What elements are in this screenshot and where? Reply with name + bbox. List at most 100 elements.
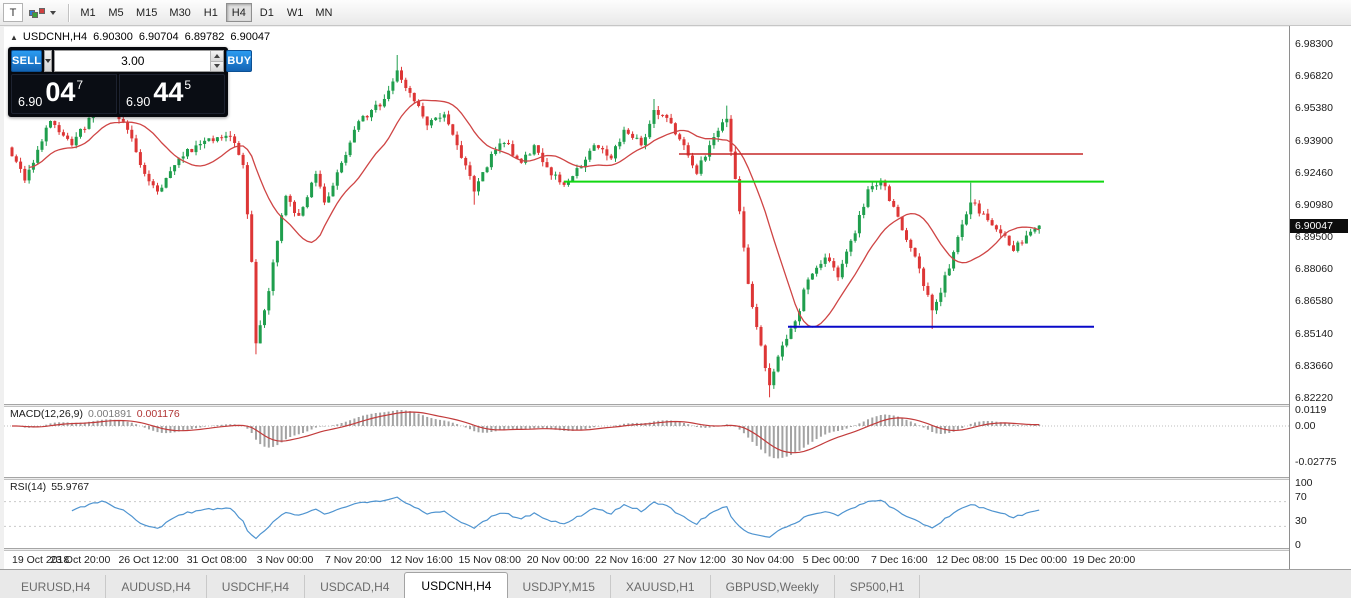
rsi-name: RSI(14) [10,481,47,493]
chart-tab-usdcad-h4[interactable]: USDCAD,H4 [305,575,406,598]
time-axis-label: 5 Dec 00:00 [802,554,860,566]
sell-price-display: 6.90 04 7 [11,74,117,114]
volume-field [54,50,225,72]
price-axis-label: 6.83660 [1295,359,1333,372]
time-axis-label: 22 Nov 16:00 [595,554,658,566]
rsi-axis-label: 30 [1295,515,1307,527]
trade-panel-controls: SELL BUY [11,50,253,72]
buy-button[interactable]: BUY [226,50,253,72]
chart-tab-audusd-h4[interactable]: AUDUSD,H4 [106,575,207,598]
candles-layer [10,55,1041,398]
text-tool-glyph: T [9,6,17,19]
chart-tab-sp500-h1[interactable]: SP500,H1 [835,575,921,598]
chart-tab-gbpusd-weekly[interactable]: GBPUSD,Weekly [711,575,835,598]
time-axis-label: 31 Oct 08:00 [186,554,247,566]
buy-price-big: 44 [153,77,184,107]
volume-decrease-button[interactable] [211,61,224,71]
time-axis-label: 7 Dec 16:00 [870,554,928,566]
chart-tab-usdcnh-h4[interactable]: USDCNH,H4 [404,572,509,598]
macd-value-1: 0.001891 [87,408,132,420]
price-axis[interactable]: 6.90047 6.98300 6.96820 6.95380 6.93900 6.92… [1289,26,1351,569]
macd-label: MACD(12,26,9) 0.001891 0.001176 [10,408,180,420]
trade-panel-quotes: 6.90 04 7 6.90 44 5 [11,74,225,114]
rsi-axis-label: 100 [1295,477,1313,489]
price-axis-label: 6.86580 [1295,295,1333,308]
timeframe-button-m15[interactable]: M15 [136,6,158,19]
time-axis-label: 26 Oct 12:00 [118,554,179,566]
sell-price-big: 04 [45,77,76,107]
timeframe-button-mn[interactable]: MN [315,6,333,19]
time-axis-label: 30 Nov 04:00 [731,554,794,566]
price-axis-label: 6.82220 [1295,391,1333,404]
time-axis[interactable]: 19 Oct 2018 23 Oct 20:00 26 Oct 12:00 31 Oc… [4,551,1289,569]
rsi-panel-canvas[interactable] [4,480,1289,548]
macd-signal-line [12,411,1040,454]
price-axis-label: 6.98300 [1295,38,1333,50]
timeframe-button-m30[interactable]: M30 [169,6,191,19]
timeframe-button-h1[interactable]: H1 [203,6,218,19]
moving-average-line [28,99,1040,328]
chart-tab-xauusd-h1[interactable]: XAUUSD,H1 [611,575,711,598]
chart-tab-usdchf-h4[interactable]: USDCHF,H4 [207,575,306,598]
price-axis-label: 6.85140 [1295,327,1333,340]
one-click-trade-panel: SELL BUY 6.90 04 7 6.90 44 5 [8,47,253,117]
time-axis-label: 12 Nov 16:00 [390,554,453,566]
volume-steppers [210,51,224,71]
panel-separator[interactable] [4,477,1349,480]
chart-symbol-title: USDCNH,H4 [22,31,88,43]
time-axis-label: 15 Nov 08:00 [458,554,521,566]
timeframe-button-m5[interactable]: M5 [108,6,124,19]
timeframe-button-d1[interactable]: D1 [259,6,274,19]
top-toolbar: T M1 M5 M15 M30 H1 H4 D1 W1 MN [0,0,1351,26]
time-axis-label: 19 Oct 2018 [12,554,70,566]
time-axis-label: 3 Nov 00:00 [256,554,314,566]
chevron-down-icon [45,59,52,63]
palette-swatch-green [32,12,38,18]
macd-panel-canvas[interactable] [4,407,1289,477]
buy-price-pipette: 5 [184,78,192,92]
rsi-value: 55.9767 [51,481,90,493]
ohlc-low-value: 6.89782 [184,31,225,43]
text-tool-icon[interactable]: T [3,3,23,22]
palette-icon[interactable] [26,3,59,22]
volume-dropdown-button[interactable] [44,50,53,72]
time-axis-label: 7 Nov 20:00 [324,554,382,566]
sell-button[interactable]: SELL [11,50,43,72]
macd-name: MACD(12,26,9) [10,408,83,420]
price-axis-label: 6.96820 [1295,70,1333,83]
time-axis-label: 15 Dec 00:00 [1004,554,1067,566]
time-axis-label: 20 Nov 00:00 [526,554,590,566]
chart-tab-usdjpy-m15[interactable]: USDJPY,M15 [507,575,611,598]
timeframe-button-w1[interactable]: W1 [286,6,304,19]
chevron-down-icon [50,10,56,15]
time-axis-label: 19 Dec 20:00 [1072,554,1136,566]
main-chart-canvas[interactable] [4,28,1289,404]
chart-header: ▲ USDCNH,H4 6.90300 6.90704 6.89782 6.90… [10,31,270,43]
sell-price-base: 6.90 [18,95,43,109]
chart-tab-eurusd-h4[interactable]: EURUSD,H4 [6,575,107,598]
volume-increase-button[interactable] [211,51,224,62]
price-axis-label: 6.90980 [1295,198,1333,211]
price-axis-label: 6.89500 [1295,231,1333,244]
rsi-axis-label: 70 [1295,491,1307,503]
ohlc-high-value: 6.90704 [138,31,179,43]
current-price-badge: 6.90047 [1290,219,1348,233]
panel-separator[interactable] [4,548,1349,551]
time-axis-label: 27 Nov 12:00 [663,554,726,566]
volume-input[interactable] [55,51,211,71]
toolbar-separator [68,3,69,22]
collapse-marker-icon[interactable]: ▲ [10,32,18,42]
price-axis-label: 6.93900 [1295,134,1333,147]
macd-value-2: 0.001176 [136,408,180,420]
timeframe-group: M1 M5 M15 M30 H1 H4 D1 W1 MN [75,3,339,22]
price-axis-label: 6.92460 [1295,166,1333,179]
timeframe-button-m1[interactable]: M1 [80,6,96,19]
palette-swatch-red [39,7,45,14]
macd-axis-label: 0.00 [1295,420,1316,432]
rsi-line [71,496,1040,540]
price-axis-label: 6.88060 [1295,263,1333,276]
timeframe-button-h4[interactable]: H4 [225,3,252,22]
panel-separator[interactable] [4,404,1349,407]
sell-price-pipette: 7 [76,78,84,92]
time-axis-label: 23 Oct 20:00 [50,554,111,566]
